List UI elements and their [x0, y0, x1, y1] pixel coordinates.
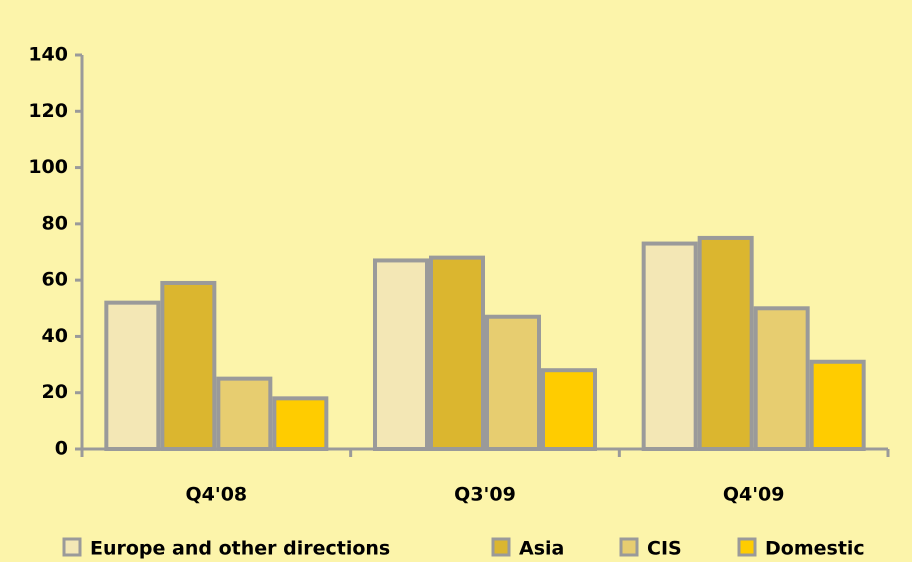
- bar: [429, 255, 485, 451]
- legend-label: CIS: [647, 538, 682, 560]
- x-tick-label: Q4'08: [186, 484, 248, 506]
- y-tick-label: 80: [42, 212, 68, 234]
- bar: [485, 314, 541, 451]
- y-tick-label: 100: [28, 156, 68, 178]
- legend-swatch: [62, 537, 82, 557]
- legend-swatch: [619, 537, 639, 557]
- y-tick-label: 0: [55, 438, 68, 460]
- y-tick-label: 60: [42, 269, 68, 291]
- legend-label: Europe and other directions: [90, 538, 390, 560]
- bar: [272, 396, 329, 452]
- y-tick-label: 40: [42, 325, 68, 347]
- bar: [216, 376, 273, 451]
- bar: [160, 280, 217, 452]
- bar: [373, 258, 429, 452]
- y-tick-label: 20: [42, 381, 68, 403]
- x-tick-label: Q4'09: [723, 484, 785, 506]
- bar: [541, 368, 597, 452]
- x-tick-label: Q3'09: [454, 484, 516, 506]
- legend-swatch: [737, 537, 757, 557]
- bar: [753, 306, 810, 451]
- bar: [697, 235, 754, 451]
- y-tick-label: 120: [28, 100, 68, 122]
- legend-label: Domestic: [765, 538, 865, 560]
- legend-label: Asia: [519, 538, 564, 560]
- bar: [641, 241, 698, 451]
- bar: [104, 300, 161, 451]
- y-tick-label: 140: [28, 44, 68, 66]
- legend-swatch: [491, 537, 511, 557]
- bar: [809, 359, 866, 451]
